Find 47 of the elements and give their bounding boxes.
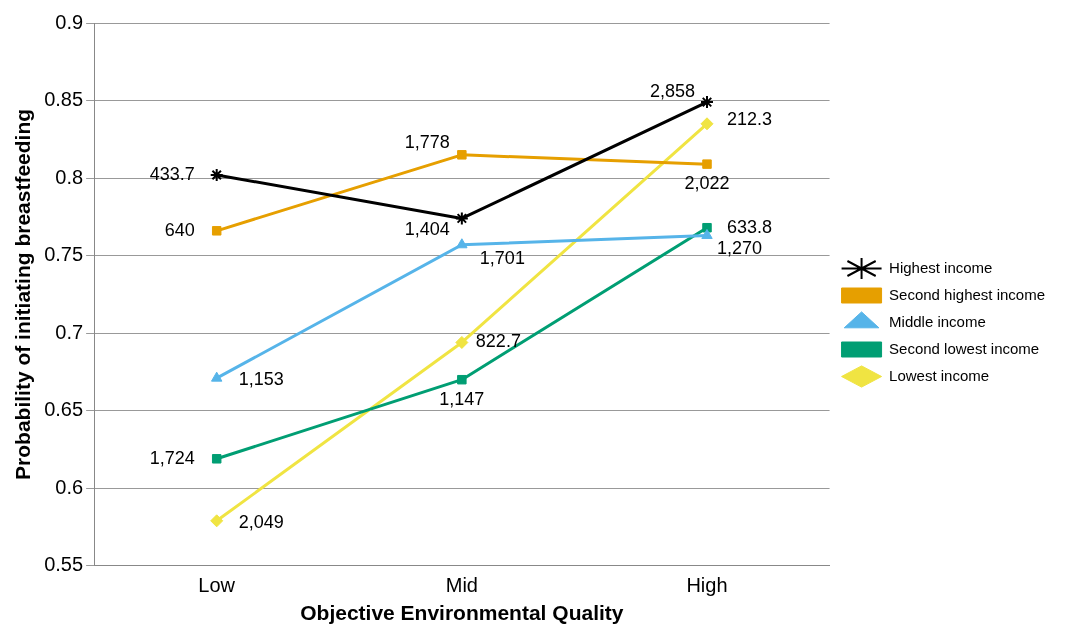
annotation: 1,153 <box>238 369 284 390</box>
annotation: 822.7 <box>475 331 521 352</box>
point <box>210 514 224 528</box>
point <box>456 238 468 249</box>
annotation: 633.8 <box>726 216 773 237</box>
point <box>702 159 712 169</box>
annotation: 1,147 <box>439 388 485 409</box>
point <box>211 371 223 382</box>
point <box>209 167 224 182</box>
y-tick-label: 0.65 <box>44 398 84 421</box>
annotation: 640 <box>164 219 195 240</box>
y-tick-label: 0.7 <box>55 320 84 343</box>
x-tick-label: Low <box>198 574 236 597</box>
point <box>701 228 713 239</box>
annotation: 433.7 <box>149 163 195 184</box>
legend-label: Highest income <box>889 258 993 276</box>
legend-label: Second highest income <box>889 285 1045 303</box>
y-tick-label: 0.85 <box>44 88 84 111</box>
annotation: 2,858 <box>649 81 695 102</box>
annotation: 2,022 <box>684 173 730 194</box>
legend-label: Second lowest income <box>889 339 1040 357</box>
annotation: 1,404 <box>404 219 450 240</box>
x-axis-title: Objective Environmental Quality <box>300 601 624 625</box>
annotation: 1,270 <box>716 238 763 259</box>
y-tick-label: 0.6 <box>55 475 84 498</box>
point <box>454 211 469 226</box>
y-tick-label: 0.55 <box>44 553 84 576</box>
point <box>700 117 714 131</box>
point <box>211 454 222 464</box>
annotation: 1,701 <box>479 247 525 268</box>
annotation: 2,049 <box>238 511 284 532</box>
point <box>457 374 467 385</box>
annotation: 1,778 <box>404 131 450 152</box>
x-tick-label: Mid <box>445 574 478 597</box>
legend-label: Lowest income <box>889 366 990 384</box>
annotation: 1,724 <box>149 447 195 468</box>
annotation: 212.3 <box>726 108 773 129</box>
x-tick-label: High <box>686 574 728 597</box>
point <box>455 335 469 349</box>
y-tick-label: 0.9 <box>55 10 84 33</box>
y-tick-label: 0.75 <box>44 243 84 266</box>
y-axis-title: Probability of initiating breastfeeding <box>11 108 35 480</box>
point <box>699 95 714 110</box>
legend-label: Middle income <box>889 312 986 330</box>
point <box>211 226 222 236</box>
point <box>457 150 467 160</box>
y-tick-label: 0.8 <box>55 165 84 188</box>
